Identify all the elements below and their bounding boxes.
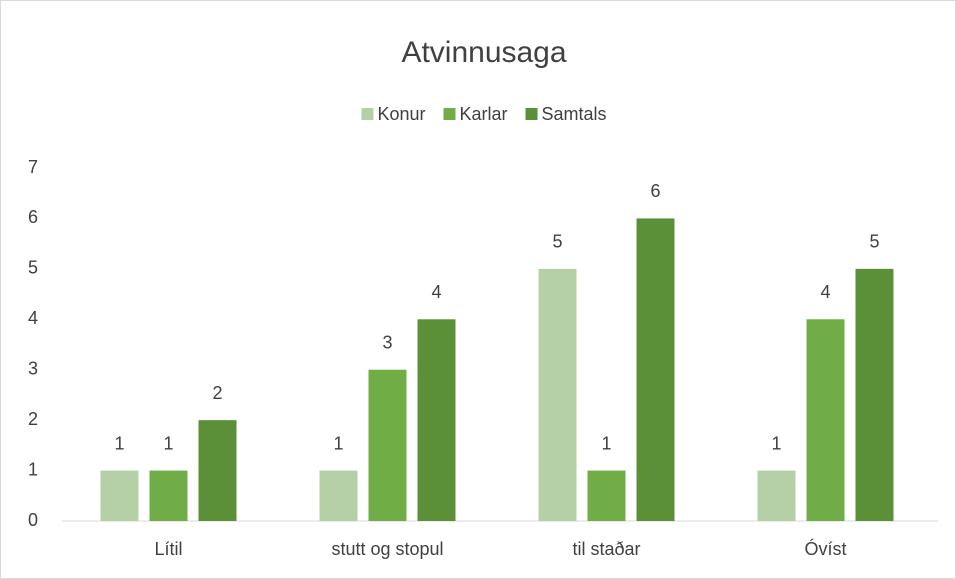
data-label: 1 — [771, 433, 781, 453]
y-tick-label: 4 — [28, 308, 38, 328]
legend-label: Karlar — [460, 104, 508, 124]
bar — [198, 420, 237, 521]
data-label: 5 — [869, 232, 879, 252]
data-label: 3 — [382, 332, 392, 352]
legend-label: Samtals — [542, 104, 607, 124]
bar — [757, 470, 796, 521]
data-label: 1 — [601, 433, 611, 453]
bar — [149, 470, 188, 521]
data-label: 1 — [114, 433, 124, 453]
bar — [636, 218, 675, 521]
y-tick-label: 5 — [28, 258, 38, 278]
bar — [417, 319, 456, 521]
y-tick-label: 1 — [28, 459, 38, 479]
y-tick-label: 2 — [28, 409, 38, 429]
data-label: 4 — [820, 282, 830, 302]
x-tick-label: til staðar — [572, 539, 640, 559]
bar — [100, 470, 139, 521]
bar — [538, 268, 577, 521]
y-tick-label: 0 — [28, 510, 38, 530]
x-tick-label: Lítil — [154, 539, 182, 559]
bar — [806, 319, 845, 521]
y-tick-label: 6 — [28, 207, 38, 227]
data-label: 4 — [431, 282, 441, 302]
data-label: 1 — [333, 433, 343, 453]
data-label: 5 — [552, 232, 562, 252]
data-label: 2 — [212, 383, 222, 403]
y-tick-label: 3 — [28, 358, 38, 378]
y-tick-label: 7 — [28, 157, 38, 177]
legend-label: Konur — [377, 104, 425, 124]
x-tick-label: Óvíst — [804, 538, 846, 559]
bar — [368, 369, 407, 521]
data-label: 6 — [650, 181, 660, 201]
chart-title: Atvinnusaga — [401, 36, 566, 69]
legend-swatch — [361, 108, 374, 120]
legend-swatch — [443, 108, 456, 120]
data-label: 1 — [163, 433, 173, 453]
bar — [319, 470, 358, 521]
bar — [587, 470, 626, 521]
x-tick-label: stutt og stopul — [331, 539, 443, 559]
bar — [855, 268, 894, 521]
legend-swatch — [525, 108, 538, 120]
